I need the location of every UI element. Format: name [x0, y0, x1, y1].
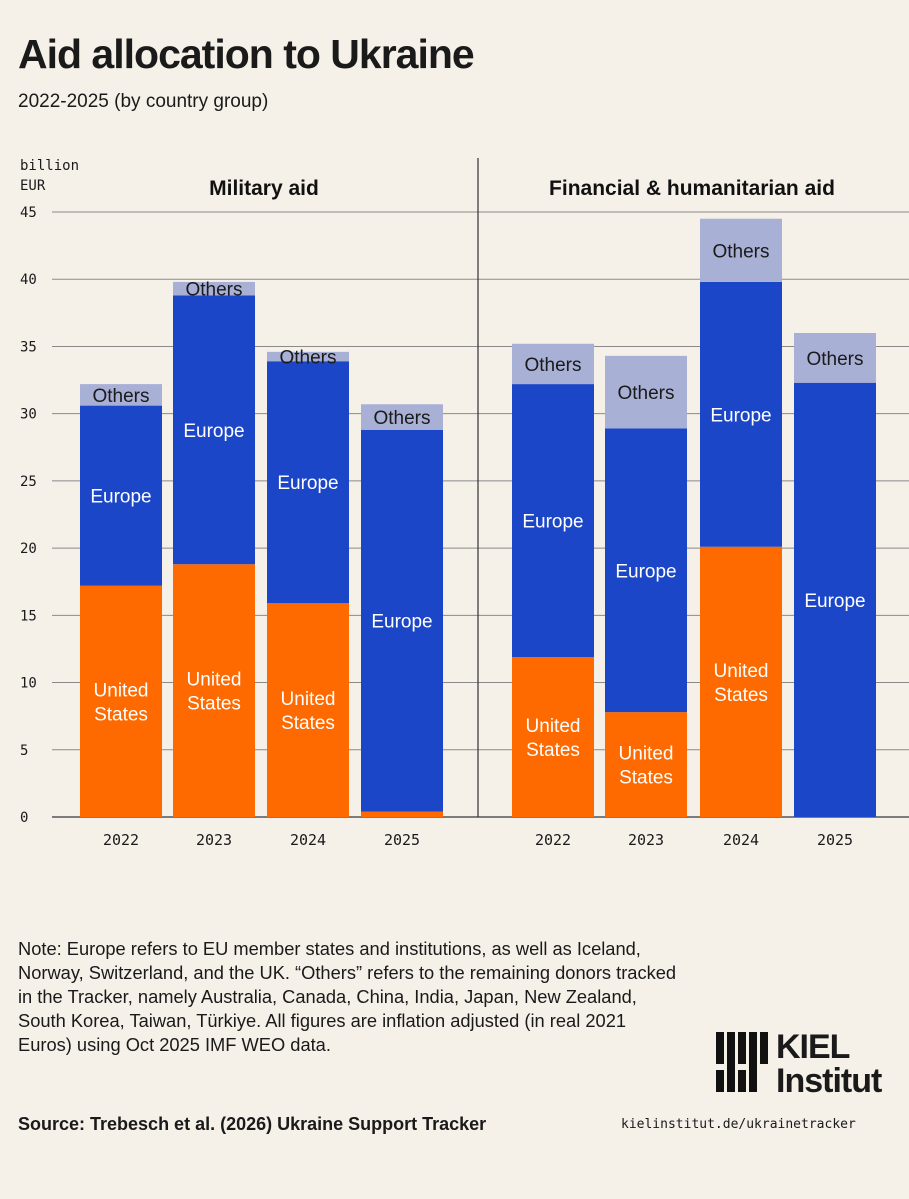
chart-title: Aid allocation to Ukraine [18, 31, 475, 77]
bar-segment [361, 811, 443, 817]
bar-segment-label: Others [185, 280, 242, 301]
x-tick-label: 2022 [103, 831, 139, 849]
x-tick-label: 2023 [628, 831, 664, 849]
chart-subtitle: 2022-2025 (by country group) [18, 91, 269, 112]
bar-segment-label: United [187, 670, 242, 691]
panel-title: Military aid [209, 177, 319, 200]
bar-segment [700, 546, 782, 817]
bar-segment [794, 382, 876, 817]
chart-note: Note: Europe refers to EU member states … [18, 938, 677, 1055]
logo-text-kiel: KIEL [776, 1028, 850, 1066]
bar-segment-label: Europe [804, 591, 865, 612]
y-tick-label: 0 [20, 810, 28, 826]
bar-segment-label: United [281, 689, 336, 710]
bar-segment-label: Europe [710, 405, 771, 426]
y-axis-unit-label: billion [20, 158, 79, 174]
y-tick-label: 25 [20, 474, 37, 490]
bar-segment [700, 281, 782, 547]
bar-segment-label: Europe [522, 512, 583, 533]
bar-segment-label: States [281, 713, 335, 734]
bar-segment [605, 428, 687, 713]
bar-segment-label: States [526, 740, 580, 761]
kiel-institut-logo: KIEL Institut [716, 1030, 909, 1100]
bar-segment [173, 295, 255, 565]
y-tick-label: 10 [20, 676, 37, 692]
bar-segment [605, 712, 687, 817]
y-tick-label: 30 [20, 407, 37, 423]
bar-segment [267, 351, 349, 362]
bar-segment-label: Europe [371, 612, 432, 633]
bar-segment [361, 429, 443, 812]
bar-segment-label: Europe [90, 487, 151, 508]
bar-segment [512, 657, 594, 817]
bar-segment [173, 281, 255, 296]
bar-segment-label: Others [806, 349, 863, 370]
x-tick-label: 2024 [290, 831, 326, 849]
bar-segment [267, 603, 349, 817]
y-tick-label: 5 [20, 743, 28, 759]
y-axis-unit-label: EUR [20, 178, 46, 194]
bar-segment-label: Others [279, 348, 336, 369]
y-tick-label: 35 [20, 339, 37, 355]
kiel-bars-logo-icon [716, 1032, 768, 1092]
bar-segment [361, 404, 443, 430]
bar-segment [512, 343, 594, 385]
bar-segment [80, 405, 162, 586]
panel-title: Financial & humanitarian aid [549, 177, 835, 200]
bar-segment [80, 585, 162, 817]
bar-segment [80, 384, 162, 406]
bar-segment-label: States [619, 768, 673, 789]
bar-segment [512, 384, 594, 658]
bar-segment-label: United [94, 680, 149, 701]
bar-segment [173, 564, 255, 817]
bar-segment-label: States [187, 694, 241, 715]
source-url[interactable]: kielinstitut.de/ukrainetracker [621, 1117, 856, 1132]
x-tick-label: 2023 [196, 831, 232, 849]
bar-segment-label: Others [373, 408, 430, 429]
logo-text-institut: Institut [776, 1062, 882, 1100]
bar-segment-label: United [619, 744, 674, 765]
bar-segment-label: Others [92, 386, 149, 407]
bar-segment-label: States [714, 685, 768, 706]
bar-segment-label: Europe [615, 561, 676, 582]
bar-segment [605, 355, 687, 429]
bar-segment-label: Others [712, 241, 769, 262]
x-tick-label: 2024 [723, 831, 759, 849]
y-tick-label: 15 [20, 608, 37, 624]
x-tick-label: 2025 [384, 831, 420, 849]
y-tick-label: 40 [20, 272, 37, 288]
bar-segment-label: United [714, 661, 769, 682]
source-text: Source: Trebesch et al. (2026) Ukraine S… [18, 1114, 487, 1134]
bar-segment [794, 333, 876, 383]
bar-segment [267, 361, 349, 604]
bar-segment-label: Europe [183, 421, 244, 442]
y-tick-label: 45 [20, 205, 37, 221]
bar-segment-label: States [94, 704, 148, 725]
bar-segment-label: Europe [277, 473, 338, 494]
bar-segment-label: Others [524, 355, 581, 376]
bar-segment [700, 218, 782, 282]
y-tick-label: 20 [20, 541, 37, 557]
bar-segment-label: United [526, 716, 581, 737]
bar-segment-label: Others [617, 383, 674, 404]
x-tick-label: 2022 [535, 831, 571, 849]
x-tick-label: 2025 [817, 831, 853, 849]
